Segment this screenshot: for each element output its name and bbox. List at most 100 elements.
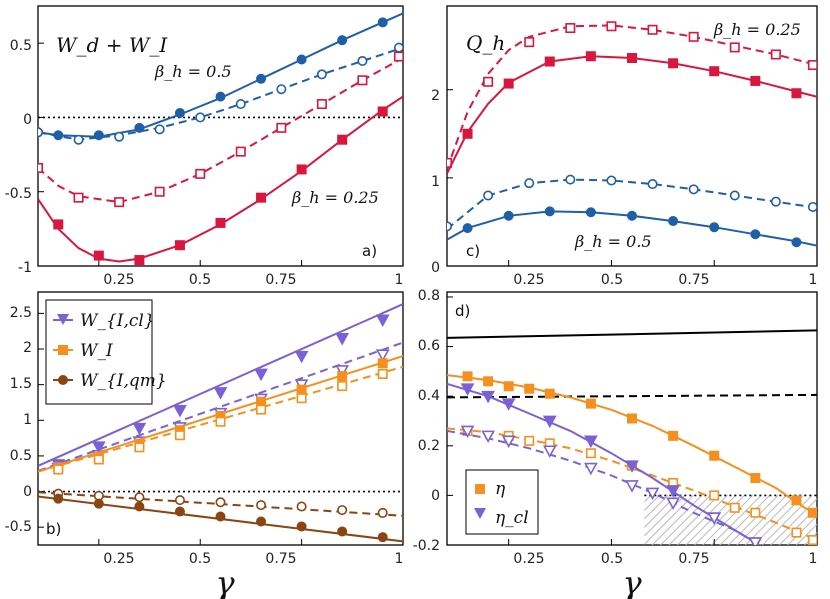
data-point <box>666 485 680 498</box>
data-point <box>460 383 475 396</box>
data-point <box>565 174 576 185</box>
data-point <box>709 490 720 501</box>
data-point <box>542 415 557 429</box>
a-xtick: 1 <box>395 272 404 288</box>
data-point <box>750 229 761 240</box>
d-ytick: 0 <box>431 488 440 504</box>
data-point <box>501 398 516 411</box>
annotation-beta-05: β_h = 0.5 <box>574 232 652 251</box>
data-point <box>134 442 145 453</box>
panel-label-d: d) <box>455 302 470 320</box>
data-point <box>215 497 226 508</box>
series-line <box>447 374 817 515</box>
data-point <box>337 35 348 46</box>
data-point <box>357 55 368 66</box>
data-point <box>666 497 680 510</box>
data-point <box>256 73 267 84</box>
data-point <box>688 184 699 195</box>
data-point <box>134 501 145 512</box>
data-point <box>93 454 104 465</box>
data-point <box>544 56 555 67</box>
data-point <box>73 192 84 203</box>
data-point <box>807 201 817 212</box>
c-ytick: 2 <box>431 88 440 104</box>
data-point <box>296 521 307 532</box>
data-point <box>235 99 246 110</box>
legend-b-entry: W_{I,cl} <box>80 311 155 331</box>
data-point <box>377 532 388 543</box>
data-point <box>748 537 763 545</box>
data-point <box>93 498 104 509</box>
data-point <box>294 350 309 364</box>
panel-b-frame <box>37 291 404 546</box>
series-line <box>447 382 762 545</box>
data-point <box>296 393 307 404</box>
data-point <box>481 430 495 444</box>
c-xtick: 0.25 <box>513 272 544 288</box>
panel-d: η η_cl d) 0.8 0.6 0.4 0.2 0 -0.2 0.25 0.… <box>413 288 818 599</box>
data-point <box>524 178 535 189</box>
data-point <box>483 376 494 387</box>
data-point <box>73 134 84 145</box>
data-point <box>791 527 802 538</box>
data-point <box>462 371 473 382</box>
data-point <box>53 493 64 504</box>
data-point <box>337 371 348 382</box>
data-point <box>584 462 598 476</box>
d-xtick: 0.25 <box>513 551 544 567</box>
b-xtick: 1 <box>395 551 404 567</box>
data-point <box>807 507 817 518</box>
c-ytick: 0 <box>431 260 440 276</box>
panel-d-frame <box>446 291 818 546</box>
c-ytick: 1 <box>431 174 440 190</box>
b-xtick: 0.25 <box>103 551 134 567</box>
legend-b-marker <box>57 314 69 325</box>
data-point <box>503 78 514 89</box>
d-ytick: 0.6 <box>418 338 440 354</box>
a-ytick: -1 <box>18 260 32 276</box>
data-point <box>377 106 388 117</box>
data-point <box>215 217 226 228</box>
b-ytick: 2 <box>23 340 32 356</box>
data-point <box>38 162 43 173</box>
b-ytick: 1.5 <box>10 376 32 392</box>
data-point <box>807 60 817 71</box>
a-ytick: 0.5 <box>10 38 32 54</box>
data-point <box>707 512 722 525</box>
data-point <box>647 24 658 35</box>
legend-d-entry: η_cl <box>495 508 529 528</box>
legend-d-box <box>465 469 539 535</box>
b-ytick: 2.5 <box>10 305 32 321</box>
data-point <box>524 383 535 394</box>
legend-b: W_{I,cl} W_I W_{I,qm} <box>45 299 167 405</box>
series-line <box>447 429 756 544</box>
series-line <box>447 393 817 399</box>
panel-b: W_{I,cl} W_I W_{I,qm} b) 2.5 2 1.5 1 0.5… <box>5 291 404 599</box>
data-point <box>213 387 228 400</box>
data-point <box>154 186 165 197</box>
data-point <box>174 495 185 506</box>
b-ytick: 1 <box>23 412 32 428</box>
annotation-beta-05: β_h = 0.5 <box>154 62 232 81</box>
data-point <box>296 501 307 512</box>
legend-b-entry: W_{I,qm} <box>80 371 167 391</box>
data-point <box>483 190 494 201</box>
data-point <box>585 448 596 459</box>
c-xtick: 0.5 <box>601 272 623 288</box>
b-xlabel: γ <box>215 564 235 599</box>
data-point <box>524 435 535 446</box>
data-point <box>460 425 475 439</box>
data-point <box>462 223 473 234</box>
series-line <box>447 329 817 339</box>
d-ytick: 0.8 <box>418 288 440 304</box>
annotation-beta-025: β_h = 0.25 <box>291 188 379 207</box>
series-line <box>38 46 403 141</box>
legend-b-entry: W_I <box>80 341 113 361</box>
data-point <box>215 511 226 522</box>
data-point <box>195 168 206 179</box>
d-xtick: 1 <box>809 551 818 567</box>
data-point <box>235 146 246 157</box>
series-line <box>447 178 817 230</box>
d-xlabel: γ <box>622 564 642 599</box>
